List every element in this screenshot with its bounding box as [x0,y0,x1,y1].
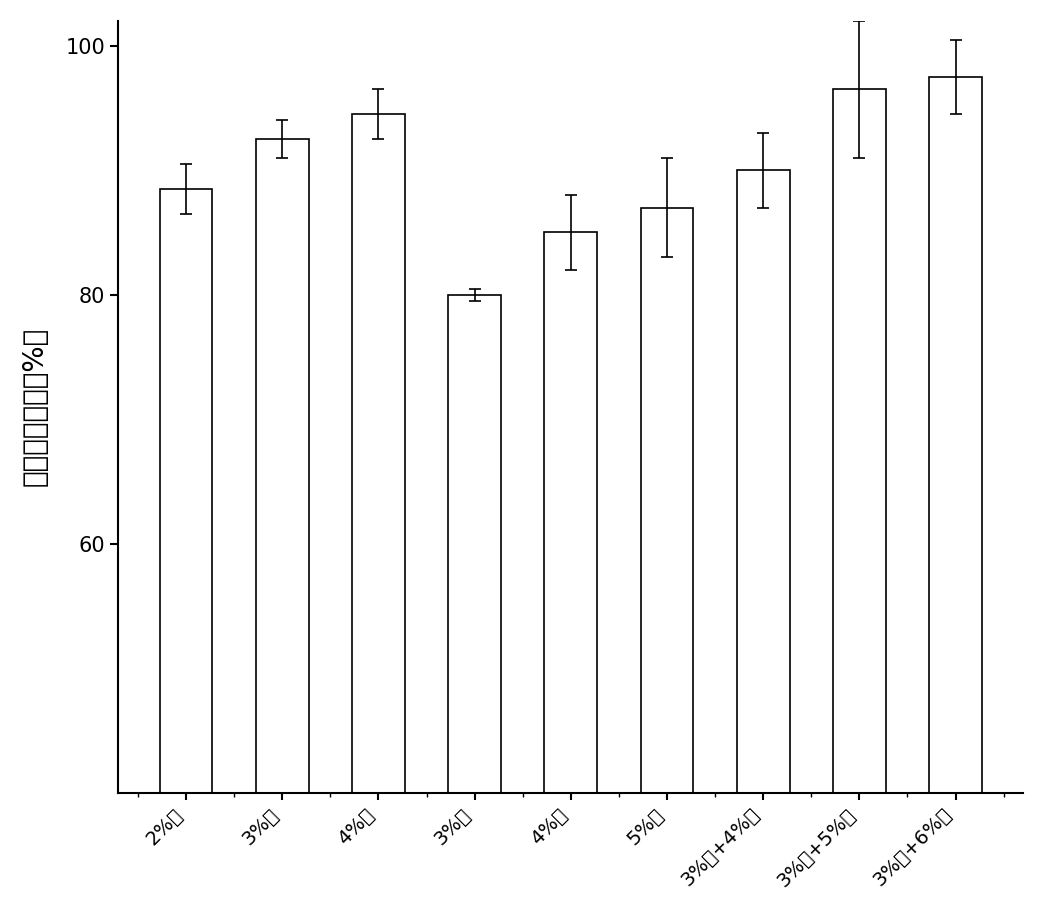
Bar [929,77,982,911]
Bar [641,208,693,911]
Bar [833,89,886,911]
Bar [544,232,597,911]
Bar [352,114,405,911]
Bar [256,139,309,911]
Bar [737,170,789,911]
Y-axis label: 磷去除百分比（%）: 磷去除百分比（%） [21,327,49,486]
Bar [160,189,213,911]
Bar [448,295,501,911]
